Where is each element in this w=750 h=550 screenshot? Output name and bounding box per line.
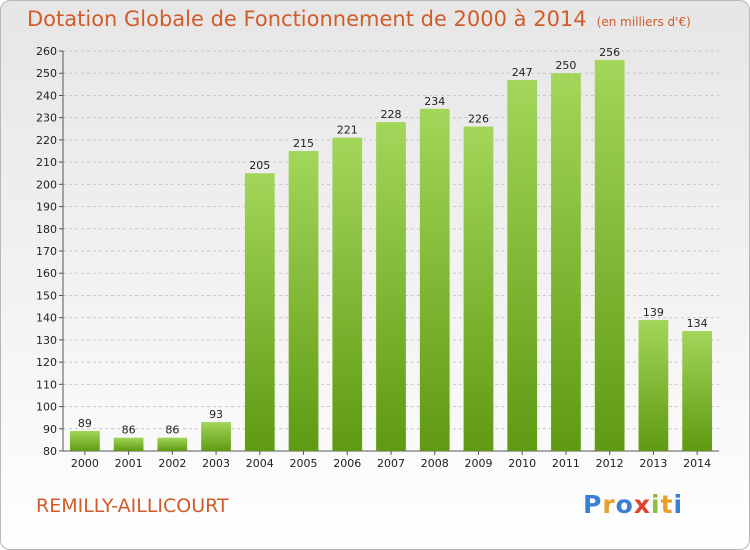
y-tick-label: 240 xyxy=(36,89,57,102)
x-tick-label-2014: 2014 xyxy=(683,457,711,470)
x-tick-label-2008: 2008 xyxy=(421,457,449,470)
value-label-2011: 250 xyxy=(555,59,576,72)
logo-letter: i xyxy=(651,490,661,519)
bar-2008 xyxy=(419,108,450,452)
bar-2006 xyxy=(332,137,363,451)
bar-2012 xyxy=(594,59,625,452)
logo-letter: P xyxy=(583,490,603,519)
bar-2000 xyxy=(69,431,100,451)
value-label-2014: 134 xyxy=(687,317,708,330)
bar-2009 xyxy=(463,126,494,452)
x-tick-label-2005: 2005 xyxy=(290,457,318,470)
logo-letter: x xyxy=(633,490,651,519)
value-label-2001: 86 xyxy=(122,424,136,437)
bar-2010 xyxy=(507,79,538,451)
y-tick-label: 180 xyxy=(36,223,57,236)
logo-letter: o xyxy=(615,490,634,519)
x-tick-label-2001: 2001 xyxy=(115,457,143,470)
chart-title: Dotation Globale de Fonctionnement de 20… xyxy=(27,7,691,31)
value-label-2004: 205 xyxy=(249,159,270,172)
y-tick-label: 150 xyxy=(36,289,57,302)
y-tick-label: 220 xyxy=(36,134,57,147)
value-label-2012: 256 xyxy=(599,46,620,59)
y-tick-label: 120 xyxy=(36,356,57,369)
x-tick-label-2006: 2006 xyxy=(333,457,361,470)
value-label-2007: 228 xyxy=(381,108,402,121)
commune-name: REMILLY-AILLICOURT xyxy=(36,495,229,517)
bar-2003 xyxy=(201,422,231,451)
bar-2001 xyxy=(113,437,144,451)
x-tick-label-2007: 2007 xyxy=(377,457,405,470)
value-label-2005: 215 xyxy=(293,137,314,150)
y-tick-label: 110 xyxy=(36,378,57,391)
x-tick-label-2013: 2013 xyxy=(639,457,667,470)
x-tick-label-2011: 2011 xyxy=(552,457,580,470)
y-tick-label: 170 xyxy=(36,245,57,258)
bar-2005 xyxy=(288,151,319,451)
value-label-2002: 86 xyxy=(165,424,179,437)
y-tick-label: 90 xyxy=(43,423,57,436)
x-tick-label-2012: 2012 xyxy=(596,457,624,470)
y-tick-label: 250 xyxy=(36,67,57,80)
y-tick-label: 100 xyxy=(36,401,57,414)
logo-letter: i xyxy=(673,490,684,519)
x-tick-label-2010: 2010 xyxy=(508,457,536,470)
x-tick-label-2000: 2000 xyxy=(71,457,99,470)
bar-2002 xyxy=(157,437,188,451)
bar-2011 xyxy=(551,73,581,451)
y-tick-label: 210 xyxy=(36,156,57,169)
x-tick-label-2002: 2002 xyxy=(158,457,186,470)
value-label-2010: 247 xyxy=(512,66,533,79)
y-tick-label: 260 xyxy=(36,45,57,58)
value-label-2006: 221 xyxy=(337,124,358,137)
y-tick-label: 230 xyxy=(36,112,57,125)
bar-2007 xyxy=(376,122,406,451)
y-tick-label: 190 xyxy=(36,201,57,214)
bar-2004 xyxy=(244,173,275,451)
value-label-2008: 234 xyxy=(424,95,445,108)
logo-letter: t xyxy=(660,490,674,519)
y-tick-label: 80 xyxy=(43,445,57,458)
bar-2013 xyxy=(638,319,669,451)
y-tick-label: 130 xyxy=(36,334,57,347)
logo-letter: r xyxy=(602,490,616,519)
bar-2014 xyxy=(682,331,713,451)
value-label-2013: 139 xyxy=(643,306,664,319)
x-tick-label-2003: 2003 xyxy=(202,457,230,470)
y-tick-label: 200 xyxy=(36,178,57,191)
value-label-2000: 89 xyxy=(78,417,92,430)
unit-note: (en milliers d'€) xyxy=(596,15,691,29)
proxiti-logo: Proxiti xyxy=(583,490,683,519)
x-tick-label-2004: 2004 xyxy=(246,457,274,470)
y-tick-label: 140 xyxy=(36,312,57,325)
value-label-2009: 226 xyxy=(468,113,489,126)
y-tick-label: 160 xyxy=(36,267,57,280)
x-tick-label-2009: 2009 xyxy=(464,457,492,470)
value-label-2003: 93 xyxy=(209,408,223,421)
